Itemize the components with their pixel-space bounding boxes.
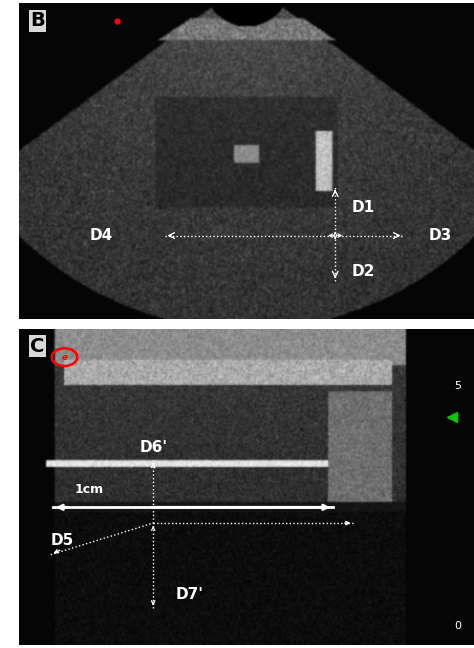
Text: 1cm: 1cm	[75, 483, 104, 496]
Text: 0: 0	[455, 621, 462, 631]
Text: D3: D3	[428, 228, 452, 243]
Text: 5: 5	[455, 380, 462, 391]
Text: D1: D1	[351, 200, 374, 214]
Text: C: C	[30, 337, 45, 356]
Text: D2: D2	[351, 264, 374, 279]
Text: e: e	[62, 353, 67, 362]
Text: D4: D4	[89, 228, 112, 243]
Text: B: B	[30, 11, 45, 30]
Text: D7': D7'	[176, 586, 204, 602]
Text: D6': D6'	[139, 440, 168, 455]
Text: D5: D5	[51, 533, 74, 548]
